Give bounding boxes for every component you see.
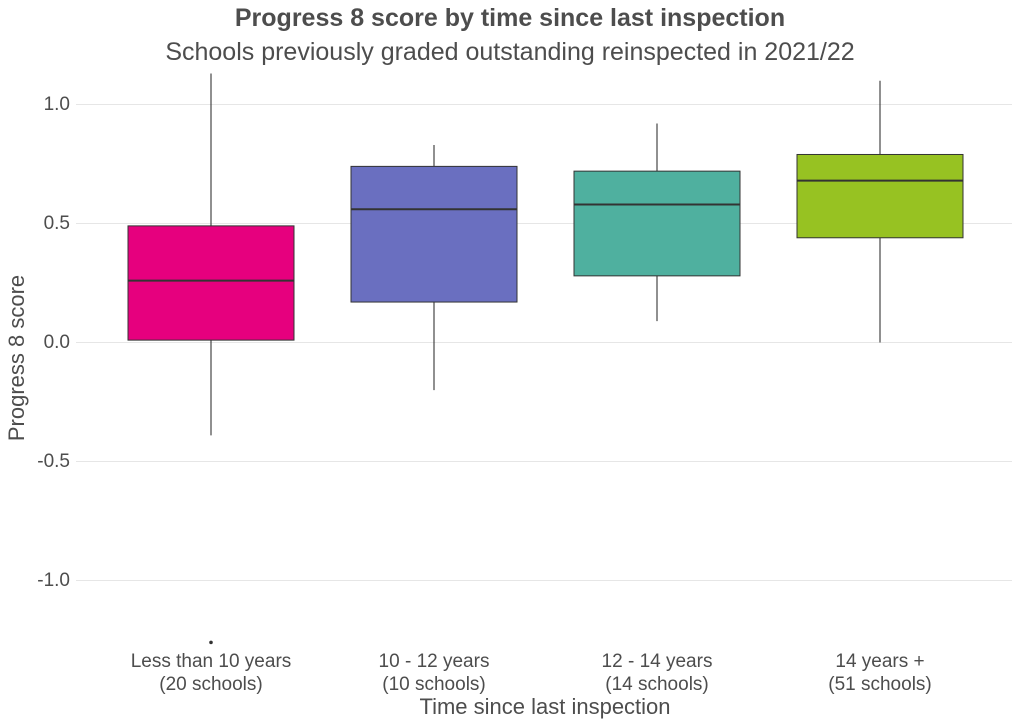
chart-subtitle: Schools previously graded outstanding re… [165,38,855,66]
y-tick-label: -0.5 [37,450,70,472]
y-tick-label: 1.0 [43,93,70,115]
y-tick-label: 0.5 [43,212,70,234]
x-axis-label: Time since last inspection [419,694,671,719]
chart-title: Progress 8 score by time since last insp… [234,4,786,32]
y-tick-label: 0.0 [43,331,70,353]
x-tick-label: Less than 10 years (20 schools) [130,651,292,695]
outlier-point [209,640,213,645]
x-tick-label: 14 years + (51 schools) [828,651,932,695]
y-tick-label: -1.0 [37,569,70,591]
x-tick-label: 10 - 12 years (10 schools) [378,651,490,695]
box [573,170,741,277]
box [350,165,518,303]
x-tick-label: 12 - 14 years (14 schools) [601,651,713,695]
box [796,153,964,239]
box [127,225,295,341]
